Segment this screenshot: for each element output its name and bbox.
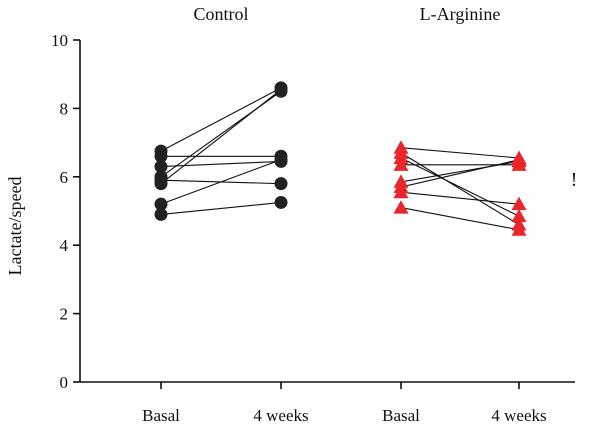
pair-line bbox=[400, 157, 520, 217]
pair-line bbox=[160, 89, 282, 185]
x-tick-label: 4 weeks bbox=[491, 406, 546, 425]
y-tick-label: 8 bbox=[60, 99, 69, 118]
pair-line bbox=[160, 87, 282, 152]
y-tick-label: 0 bbox=[60, 373, 69, 392]
y-tick-label: 4 bbox=[60, 236, 69, 255]
significance-mark: ! bbox=[571, 169, 578, 191]
group-label-l-arginine: L-Arginine bbox=[420, 4, 501, 24]
y-axis-label: Lactate/speed bbox=[5, 177, 25, 276]
x-tick-label: 4 weeks bbox=[253, 406, 308, 425]
pair-line bbox=[160, 159, 282, 205]
data-point-circle bbox=[154, 207, 168, 221]
y-tick-label: 2 bbox=[60, 305, 69, 324]
pair-line bbox=[160, 201, 282, 215]
data-point-circle bbox=[154, 160, 168, 174]
pair-line bbox=[400, 191, 520, 205]
data-point-circle bbox=[154, 149, 168, 163]
data-markers bbox=[154, 81, 527, 236]
pair-line bbox=[400, 207, 520, 231]
pair-line bbox=[400, 159, 520, 188]
data-point-circle bbox=[274, 177, 288, 191]
data-point-triangle bbox=[393, 157, 409, 171]
data-point-circle bbox=[274, 195, 288, 209]
data-point-triangle bbox=[511, 152, 527, 166]
data-point-triangle bbox=[511, 222, 527, 236]
data-point-triangle bbox=[511, 208, 527, 223]
y-tick-label: 6 bbox=[60, 168, 69, 187]
data-point-circle bbox=[274, 153, 288, 167]
data-point-circle bbox=[154, 197, 168, 211]
group-label-control: Control bbox=[193, 4, 248, 24]
data-point-triangle bbox=[393, 184, 409, 199]
data-point-circle bbox=[274, 83, 288, 97]
data-point-circle bbox=[154, 177, 168, 191]
pair-line bbox=[160, 160, 282, 168]
x-tick-label: Basal bbox=[382, 406, 420, 425]
data-point-triangle bbox=[393, 200, 409, 214]
pair-line bbox=[400, 147, 520, 159]
chart-axes bbox=[73, 39, 575, 389]
pair-line bbox=[400, 160, 520, 183]
x-tick-label: Basal bbox=[142, 406, 180, 425]
data-point-triangle bbox=[511, 196, 527, 211]
y-tick-label: 10 bbox=[51, 31, 68, 50]
chart-labels: 0 2 4 6 8 10 Basal 4 weeks Basal 4 weeks Lactate/s… bbox=[5, 4, 577, 425]
pair-lines bbox=[160, 87, 520, 231]
data-point-triangle bbox=[393, 150, 409, 164]
